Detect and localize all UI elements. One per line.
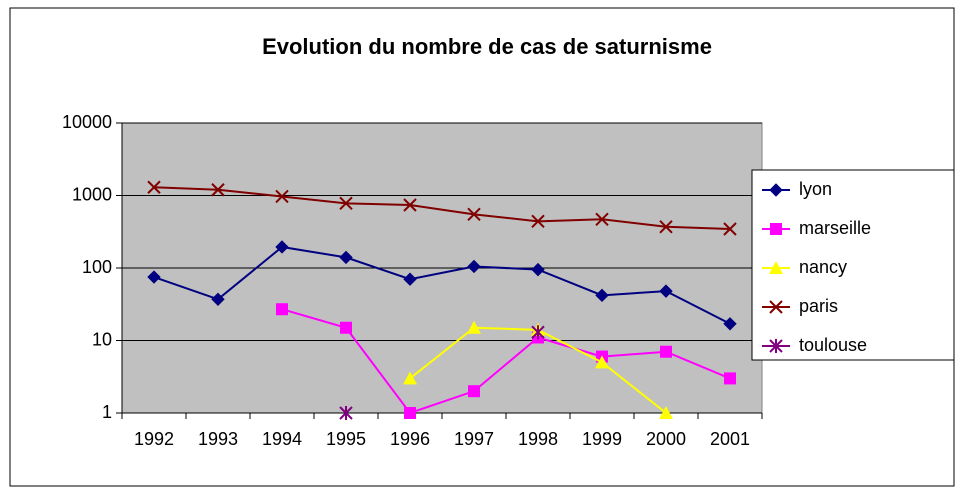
marker [595, 288, 609, 303]
x-tick-label: 1994 [262, 429, 302, 449]
legend-box [751, 169, 955, 361]
marker [403, 272, 417, 286]
marker [147, 180, 161, 194]
marker [211, 183, 225, 197]
marker [769, 300, 783, 314]
marker [531, 214, 545, 229]
marker [769, 339, 783, 353]
marker [403, 198, 417, 212]
y-tick-label: 1000 [72, 184, 112, 204]
series-line [281, 308, 731, 415]
marker [723, 317, 737, 331]
chart-title: Evolution du nombre de cas de saturnisme [262, 34, 712, 59]
legend-label: toulouse [799, 335, 867, 355]
marker [660, 345, 672, 358]
marker [595, 212, 609, 226]
marker [770, 223, 782, 235]
x-tick-label: 1999 [582, 429, 622, 449]
marker [467, 207, 481, 222]
marker [723, 222, 737, 236]
x-tick-label: 2000 [646, 429, 686, 449]
x-tick-label: 2001 [710, 429, 750, 449]
legend-label: marseille [799, 218, 871, 238]
marker [769, 261, 783, 274]
marker [531, 262, 545, 277]
marker [659, 220, 673, 234]
marker [467, 259, 481, 274]
marker [531, 325, 545, 340]
marker [468, 385, 480, 398]
x-tick-label: 1995 [326, 429, 366, 449]
x-tick-label: 1998 [518, 429, 558, 449]
marker [339, 406, 353, 420]
marker [275, 240, 289, 254]
marker [147, 270, 161, 284]
marker [659, 406, 673, 419]
legend-label: lyon [799, 179, 832, 199]
x-tick-label: 1993 [198, 429, 238, 449]
series-line [153, 245, 731, 325]
marker [340, 321, 352, 334]
marker [467, 320, 481, 334]
marker [276, 303, 288, 316]
marker [339, 196, 353, 211]
marker [595, 355, 609, 369]
marker [211, 292, 225, 307]
legend-label: nancy [799, 257, 847, 277]
marker [659, 284, 673, 298]
marker [724, 372, 736, 385]
marker [275, 189, 289, 204]
marker [404, 407, 416, 419]
y-tick-label: 10 [92, 329, 112, 349]
marker [769, 183, 783, 197]
marker [339, 250, 353, 265]
series-line [153, 186, 731, 231]
legend-label: paris [799, 296, 838, 316]
marker [403, 371, 417, 385]
y-tick-label: 10000 [62, 112, 112, 132]
x-tick-label: 1997 [454, 429, 494, 449]
x-tick-label: 1992 [134, 429, 174, 449]
y-tick-label: 100 [82, 257, 112, 277]
y-tick-label: 1 [102, 402, 112, 422]
x-tick-label: 1996 [390, 429, 430, 449]
